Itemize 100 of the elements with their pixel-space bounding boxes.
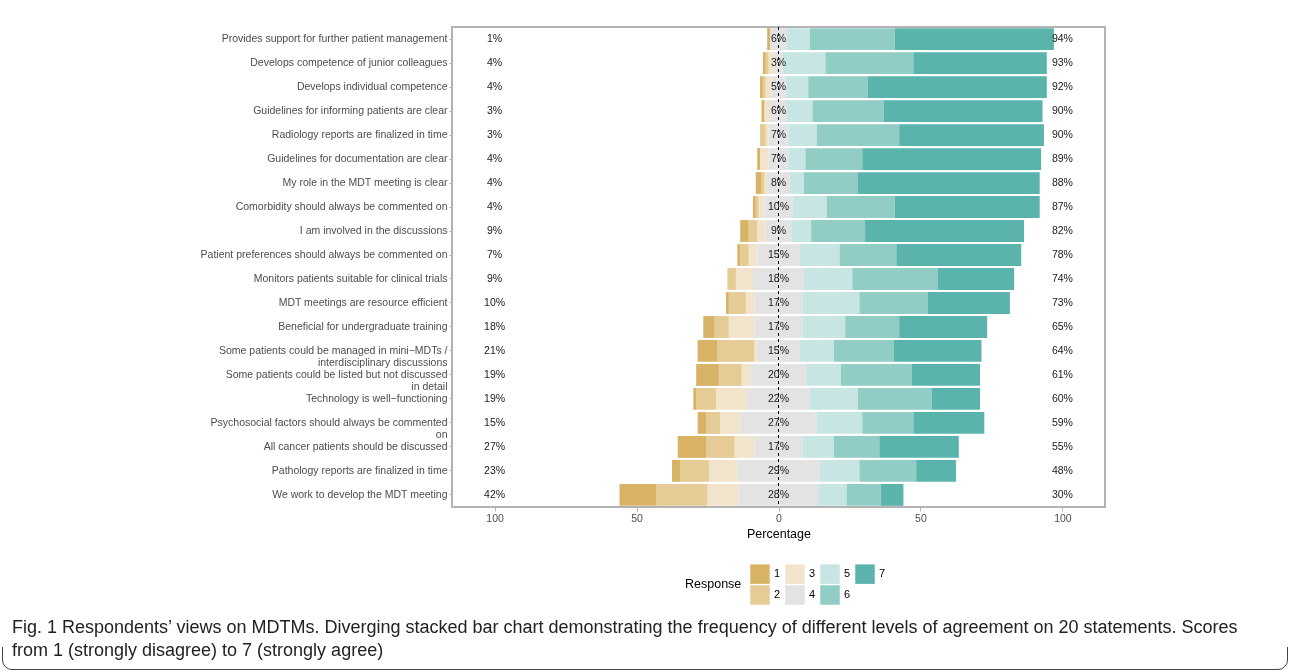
annotation: 17% xyxy=(767,439,790,452)
annotation: 82% xyxy=(1051,224,1073,237)
x-tick-label: 50 xyxy=(631,511,644,524)
annotation: 20% xyxy=(767,367,790,380)
x-tick-label: 100 xyxy=(1054,511,1072,524)
annotation: 15% xyxy=(484,415,506,428)
annotation: 4% xyxy=(486,56,503,69)
bar xyxy=(816,124,900,146)
y-tick-label: Develops individual competence xyxy=(296,80,448,93)
bar xyxy=(826,196,895,218)
annotation: 6% xyxy=(770,104,787,117)
bar xyxy=(785,76,809,98)
y-tick-label: MDT meetings are resource efficient xyxy=(278,295,448,308)
bar xyxy=(913,412,985,434)
bar xyxy=(757,148,761,170)
y-tick-label: Guidelines for informing patients are clear xyxy=(253,104,448,117)
bar xyxy=(913,52,1047,75)
y-tick-label: Some patients could be managed in mini−MDTs / interdisciplinary discussions xyxy=(219,343,448,368)
bar xyxy=(697,412,707,434)
y-tick-label: Some patients could be listed but not discussed in detail xyxy=(225,367,448,392)
annotation: 21% xyxy=(484,343,506,356)
bar xyxy=(865,220,1025,242)
bar xyxy=(858,172,1040,194)
annotation: 64% xyxy=(1051,343,1073,356)
bar xyxy=(672,459,681,482)
annotation: 3% xyxy=(770,56,787,69)
bar xyxy=(714,316,729,338)
bar xyxy=(761,100,765,122)
y-tick-label: Radiology reports are finalized in time xyxy=(271,128,448,141)
bar xyxy=(862,148,1042,170)
y-tick-label: Psychosocial factors should always be commented on xyxy=(210,415,448,440)
annotation: 89% xyxy=(1051,152,1073,165)
annotation: 78% xyxy=(1051,248,1073,261)
bar xyxy=(697,340,718,362)
bar xyxy=(680,459,709,482)
bar xyxy=(789,172,805,194)
annotation: 9% xyxy=(486,271,503,284)
annotation: 18% xyxy=(767,271,790,284)
y-tick-label: I am involved in the discussions xyxy=(299,224,448,237)
bar xyxy=(846,483,881,506)
bar xyxy=(735,268,753,290)
y-tick-label: My role in the MDT meeting is clear xyxy=(282,176,448,189)
caption: Fig. 1 Respondents’ views on MDTMs. Diverging stacked bar chart demonstrating the frequency of different levels of agreement on 20 statements. Scores from 1 (strongly disagree) to 7 (strongly agree) xyxy=(12,616,1239,662)
bar xyxy=(677,436,707,458)
annotation: 93% xyxy=(1051,56,1073,69)
bar xyxy=(760,124,766,146)
y-tick-label: Patient preferences should always be commented on xyxy=(200,248,448,261)
bar xyxy=(893,340,982,362)
bar xyxy=(806,364,841,386)
bar xyxy=(703,316,715,338)
bar xyxy=(727,268,736,290)
bar xyxy=(862,412,914,434)
annotation: 55% xyxy=(1051,439,1073,452)
bar xyxy=(728,316,755,338)
bar xyxy=(809,28,895,51)
annotation: 8% xyxy=(770,176,787,189)
y-tick-label: Provides support for further patient management xyxy=(221,32,448,45)
bar xyxy=(852,268,938,290)
annotation: 87% xyxy=(1051,200,1073,213)
annotation: 73% xyxy=(1051,295,1073,308)
annotation: 19% xyxy=(484,391,506,404)
bar xyxy=(809,388,858,410)
bar xyxy=(708,459,738,482)
annotation: 10% xyxy=(484,295,506,308)
bar xyxy=(802,292,860,314)
annotation: 27% xyxy=(484,439,506,452)
bar xyxy=(754,340,758,362)
annotation: 92% xyxy=(1051,80,1073,93)
bar xyxy=(802,316,846,338)
bar xyxy=(899,124,1044,146)
annotation: 1% xyxy=(486,32,503,45)
annotation: 4% xyxy=(486,152,503,165)
annotation: 3% xyxy=(486,104,503,117)
annotation: 4% xyxy=(486,176,503,189)
annotation: 42% xyxy=(484,487,506,500)
bar xyxy=(916,459,956,482)
bar xyxy=(725,292,729,314)
y-tick-label: Pathology reports are finalized in time xyxy=(271,463,448,476)
bar xyxy=(734,436,755,458)
bar xyxy=(706,412,721,434)
bar xyxy=(787,28,810,51)
bar xyxy=(805,148,863,170)
annotation: 61% xyxy=(1051,367,1073,380)
bar xyxy=(818,483,847,506)
bar xyxy=(788,124,817,146)
annotation: 60% xyxy=(1051,391,1073,404)
bar xyxy=(745,292,755,314)
bar xyxy=(858,388,932,410)
legend-label: 7 xyxy=(879,567,886,580)
bar xyxy=(879,436,959,458)
annotation: 28% xyxy=(767,487,790,500)
annotation: 23% xyxy=(484,463,506,476)
annotation: 7% xyxy=(770,152,787,165)
bar xyxy=(825,52,914,75)
bar xyxy=(720,412,741,434)
bar xyxy=(656,483,708,506)
annotation: 10% xyxy=(767,200,790,213)
bar xyxy=(804,172,858,194)
bar xyxy=(911,364,981,386)
y-tick-label: Monitors patients suitable for clinical trials xyxy=(253,271,448,284)
